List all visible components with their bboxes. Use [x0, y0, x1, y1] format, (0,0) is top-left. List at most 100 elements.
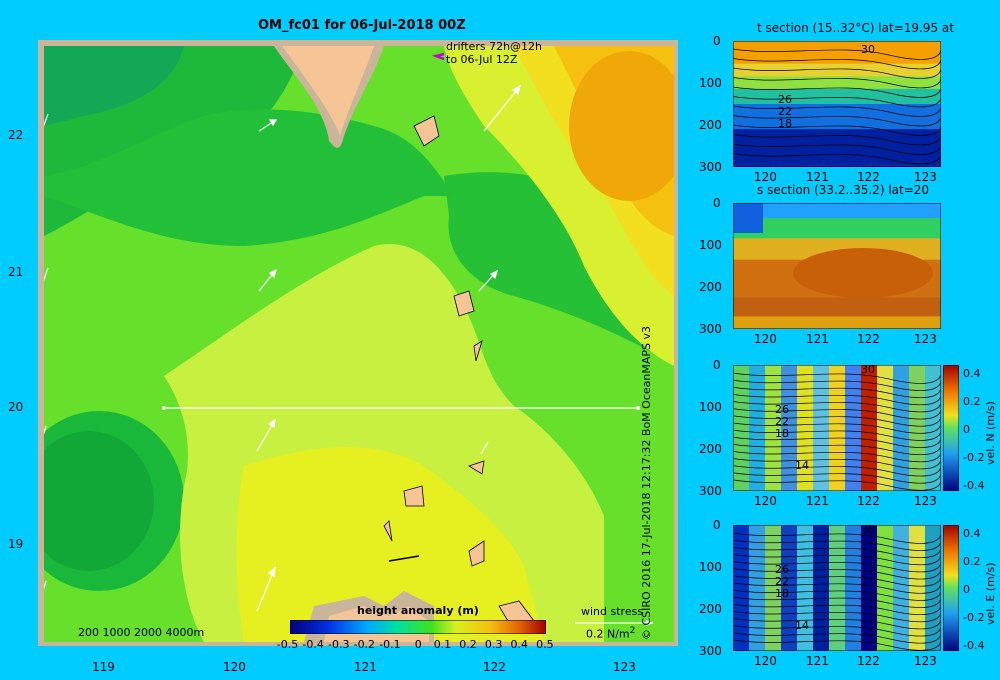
section-band [733, 41, 941, 65]
contour-line [733, 618, 941, 630]
colorbar-title: height anomaly (m) [357, 604, 479, 617]
colorbar-tick-label: 0.3 [484, 638, 503, 651]
velocity-colorbar-tick: 0.4 [963, 367, 981, 380]
velocity-colorbar-tick: -0.2 [963, 611, 985, 624]
velocity-colorbar-tick: 0.2 [963, 555, 981, 568]
contour-line [733, 124, 941, 136]
contour-line [733, 472, 941, 484]
section-band [909, 525, 926, 651]
contour-line [733, 408, 941, 420]
contour-line [733, 96, 941, 108]
lon-tick: 123 [613, 660, 636, 674]
colorbar-tick-label: 0.1 [433, 638, 452, 651]
lat-tick: 22 [8, 128, 24, 142]
colorbar-tick-label: -0.1 [379, 638, 401, 651]
section-lon-tick: 123 [914, 170, 937, 184]
contour-line [733, 582, 941, 594]
colorbar-tick-label: -0.3 [328, 638, 350, 651]
contour-line [733, 143, 941, 155]
velocity-colorbar-label: vel. N (m/s) [984, 401, 997, 465]
section-band [793, 248, 933, 298]
section-lon-tick: 120 [754, 332, 777, 346]
contour-line [733, 105, 941, 117]
contour-line [733, 58, 941, 70]
lon-tick: 119 [92, 660, 115, 674]
contour-line [733, 625, 941, 637]
contour-line [733, 415, 941, 427]
drifter-track [431, 52, 445, 61]
contour-line [733, 532, 941, 544]
section-lon-tick: 121 [806, 494, 829, 508]
contour-line [733, 401, 941, 413]
contour-line [733, 554, 941, 566]
contour-line [733, 458, 941, 470]
depth-tick: 100 [699, 76, 722, 90]
section-band [893, 365, 910, 491]
bathymetry-legend: 200 1000 2000 4000m [78, 626, 205, 639]
map-title: OM_fc01 for 06-Jul-2018 00Z [258, 18, 466, 33]
depth-tick: 300 [699, 644, 722, 658]
section-lon-tick: 120 [754, 654, 777, 668]
velocity-colorbar-tick: 0.4 [963, 527, 981, 540]
contour-label: 26 [778, 93, 792, 106]
depth-tick: 200 [699, 602, 722, 616]
colorbar-tick-label: 0.2 [459, 638, 477, 651]
contour-line [733, 589, 941, 601]
depth-tick: 0 [713, 196, 721, 210]
section-band [813, 525, 830, 651]
contour-line [733, 77, 941, 89]
depth-tick: 100 [699, 238, 722, 252]
section-lon-tick: 122 [857, 332, 880, 346]
section-band [733, 203, 763, 233]
contour-line [733, 153, 941, 165]
section-band [909, 365, 926, 491]
contour-label: 18 [778, 117, 792, 130]
depth-tick: 0 [713, 34, 721, 48]
contour-line [733, 422, 941, 434]
section-lon-tick: 121 [806, 170, 829, 184]
section-band [845, 525, 862, 651]
section-lon-tick: 120 [754, 494, 777, 508]
section-lon-tick: 122 [857, 654, 880, 668]
contour-line [733, 86, 941, 98]
contour-line [733, 67, 941, 79]
contour-label: 30 [861, 43, 875, 56]
lat-tick: 21 [8, 265, 24, 279]
contour-line [733, 568, 941, 580]
depth-tick: 200 [699, 442, 722, 456]
height-anomaly-map [44, 46, 674, 642]
lat-tick: 19 [8, 537, 24, 551]
velocity-colorbar-tick: 0 [963, 583, 970, 596]
contour-line [733, 134, 941, 146]
contour-label: 14 [795, 619, 809, 632]
section-band [925, 365, 941, 491]
contour-line [733, 436, 941, 448]
section-lon-tick: 121 [806, 332, 829, 346]
wind-scale-value: 0.2 N/m2 [586, 626, 636, 641]
velocity-colorbar-tick: -0.4 [963, 639, 985, 652]
credit-text: © CSIRO 2016 17-Jul-2018 12:17:32 BoM Oc… [640, 326, 653, 640]
depth-tick: 0 [713, 358, 721, 372]
velocity-colorbar-tick: -0.4 [963, 479, 985, 492]
lon-tick: 121 [354, 660, 377, 674]
section-band [893, 525, 910, 651]
contour-label: 22 [775, 415, 789, 428]
contour-line [733, 611, 941, 623]
section-lon-tick: 122 [857, 170, 880, 184]
section-title: s section (33.2..35.2) lat=20 [757, 183, 930, 197]
section-lon-tick: 122 [857, 494, 880, 508]
section-band [845, 365, 862, 491]
depth-tick: 100 [699, 560, 722, 574]
contour-label: 18 [775, 587, 789, 600]
section-plot [733, 203, 941, 329]
contour-label: 26 [775, 403, 789, 416]
depth-tick: 300 [699, 322, 722, 336]
velocity-colorbar-tick: 0 [963, 423, 970, 436]
wind-stress-label: wind stress [581, 605, 644, 618]
section-lon-tick: 123 [914, 654, 937, 668]
contour-line [733, 539, 941, 551]
section-band [813, 365, 830, 491]
section-band [797, 365, 814, 491]
